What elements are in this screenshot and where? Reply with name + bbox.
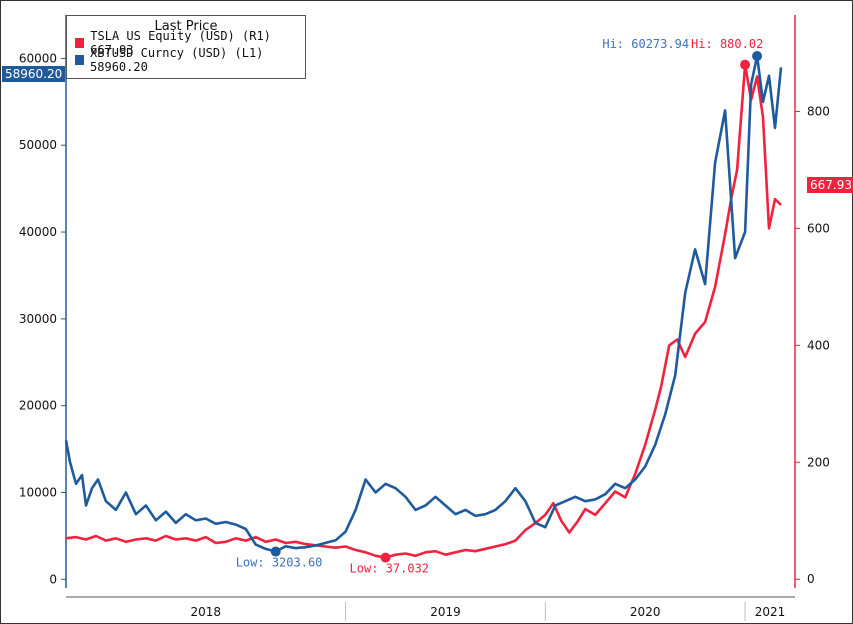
tsla-hi-label: Hi: 880.02 xyxy=(691,37,763,51)
axes-group: 0 10000 20000 30000 40000 50000 60000 0 200 400 60… xyxy=(19,15,830,621)
left-tick-label: 40000 xyxy=(19,225,57,239)
x-category-label: 2021 xyxy=(755,605,786,619)
left-last-price-tag: 58960.20 xyxy=(2,66,66,82)
series-group xyxy=(64,54,783,559)
legend-title: Last Price xyxy=(154,19,218,34)
tsla-hi-marker xyxy=(740,59,751,70)
left-tick-label: 10000 xyxy=(19,486,57,500)
right-tick-label: 0 xyxy=(807,572,815,586)
left-tick-label: 60000 xyxy=(19,51,57,65)
right-last-price-tag: 667.93 xyxy=(807,177,853,193)
legend-label-btc: XBTUSD Curncy (USD) (L1) 58960.20 xyxy=(90,45,264,74)
btc-hi-marker xyxy=(752,51,763,62)
series-line-btc xyxy=(64,54,783,553)
tsla-low-marker xyxy=(380,552,391,563)
x-category-label: 2019 xyxy=(430,605,461,619)
btc-low-marker xyxy=(270,546,281,557)
legend-entry-btc: XBTUSD Curncy (USD) (L1) 58960.20 xyxy=(75,46,305,74)
legend-label-tsla: TSLA US Equity (USD) (R1) 667.93 xyxy=(90,28,271,57)
left-tick-label: 30000 xyxy=(19,312,57,326)
right-tick-label: 600 xyxy=(807,221,830,235)
annotations-group: Hi: 60273.94 Hi: 880.02 Low: 3203.60 Low: 3… xyxy=(236,37,764,576)
btc-hi-label: Hi: 60273.94 xyxy=(602,37,689,51)
tsla-low-label: Low: 37.032 xyxy=(350,562,429,576)
right-tick-label: 200 xyxy=(807,455,830,469)
legend-swatch-tsla xyxy=(75,37,85,48)
right-tick-label: 800 xyxy=(807,104,830,118)
right-tick-label: 400 xyxy=(807,338,830,352)
left-tick-label: 0 xyxy=(49,572,57,586)
legend-entry-tsla: TSLA US Equity (USD) (R1) 667.93 xyxy=(75,29,305,57)
legend-swatch-btc xyxy=(75,54,85,65)
left-tick-label: 20000 xyxy=(19,399,57,413)
btc-low-label: Low: 3203.60 xyxy=(236,556,323,570)
series-line-tsla xyxy=(65,63,782,559)
left-tick-label: 50000 xyxy=(19,138,57,152)
x-category-label: 2020 xyxy=(630,605,661,619)
x-category-label: 2018 xyxy=(191,605,222,619)
legend: Last Price TSLA US Equity (USD) (R1) 667… xyxy=(66,15,306,79)
